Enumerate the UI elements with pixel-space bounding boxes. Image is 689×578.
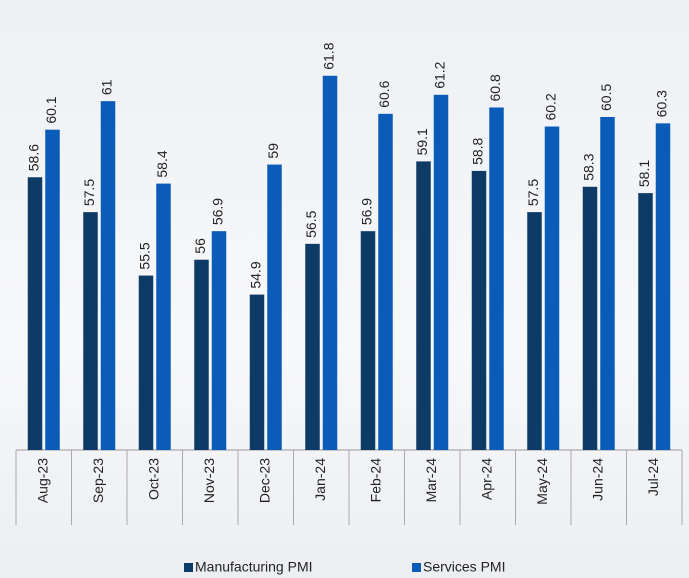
data-label: 60.2 — [543, 93, 559, 120]
x-tick-label: Mar-24 — [423, 458, 439, 503]
bar — [416, 161, 431, 450]
data-label: 61 — [99, 79, 115, 95]
data-label: 56.9 — [210, 198, 226, 225]
data-label: 58.1 — [636, 160, 652, 187]
data-label: 55.5 — [137, 242, 153, 269]
data-label: 60.3 — [654, 90, 670, 117]
data-label: 60.8 — [487, 74, 503, 101]
legend-swatch — [412, 563, 421, 572]
x-tick-label: Jan-24 — [312, 458, 328, 501]
bar — [249, 294, 265, 450]
bar — [378, 113, 393, 450]
x-tick-label: Sep-23 — [90, 458, 106, 503]
legend-swatch — [184, 563, 193, 572]
bar — [138, 275, 154, 450]
data-label: 56.9 — [359, 198, 375, 225]
data-label: 60.6 — [376, 80, 392, 107]
bar — [27, 177, 43, 450]
data-label: 57.5 — [81, 179, 97, 206]
bar — [527, 212, 542, 450]
x-tick-label: Jul-24 — [645, 458, 661, 496]
x-tick-label: Feb-24 — [367, 458, 383, 503]
bar — [471, 170, 487, 450]
data-label: 59 — [265, 143, 281, 159]
bar — [600, 117, 615, 450]
data-label: 59.1 — [414, 128, 430, 155]
data-label: 60.5 — [598, 84, 614, 111]
bar — [83, 212, 98, 450]
bar — [100, 101, 116, 451]
legend-label: Manufacturing PMI — [195, 559, 313, 575]
x-tick-label: Jun-24 — [589, 458, 605, 501]
bar — [655, 123, 671, 450]
data-label: 54.9 — [248, 261, 264, 288]
x-tick-label: May-24 — [534, 458, 550, 505]
data-label: 58.3 — [581, 153, 597, 180]
data-label: 58.8 — [470, 137, 486, 164]
bar — [267, 164, 282, 451]
x-tick-label: Apr-24 — [478, 458, 494, 500]
bar — [582, 186, 598, 450]
data-label: 61.8 — [321, 42, 337, 69]
data-label: 58.4 — [154, 150, 170, 177]
data-label: 58.6 — [26, 144, 42, 171]
bar — [194, 259, 209, 450]
bar — [360, 231, 376, 450]
bar — [489, 107, 504, 450]
bar — [322, 75, 338, 451]
data-label: 60.1 — [43, 96, 59, 123]
legend-label: Services PMI — [423, 559, 505, 575]
bar — [433, 94, 449, 451]
x-tick-label: Dec-23 — [256, 458, 272, 503]
data-label: 56.5 — [303, 210, 319, 237]
bar — [638, 193, 653, 450]
bar — [45, 129, 60, 450]
bar — [211, 231, 227, 450]
bar — [156, 183, 171, 450]
data-label: 56 — [192, 238, 208, 254]
x-tick-label: Aug-23 — [34, 458, 50, 503]
x-tick-label: Oct-23 — [145, 458, 161, 500]
data-label: 57.5 — [525, 179, 541, 206]
bar — [305, 243, 320, 450]
data-label: 61.2 — [432, 61, 448, 88]
bar — [544, 126, 560, 450]
x-tick-label: Nov-23 — [201, 458, 217, 503]
